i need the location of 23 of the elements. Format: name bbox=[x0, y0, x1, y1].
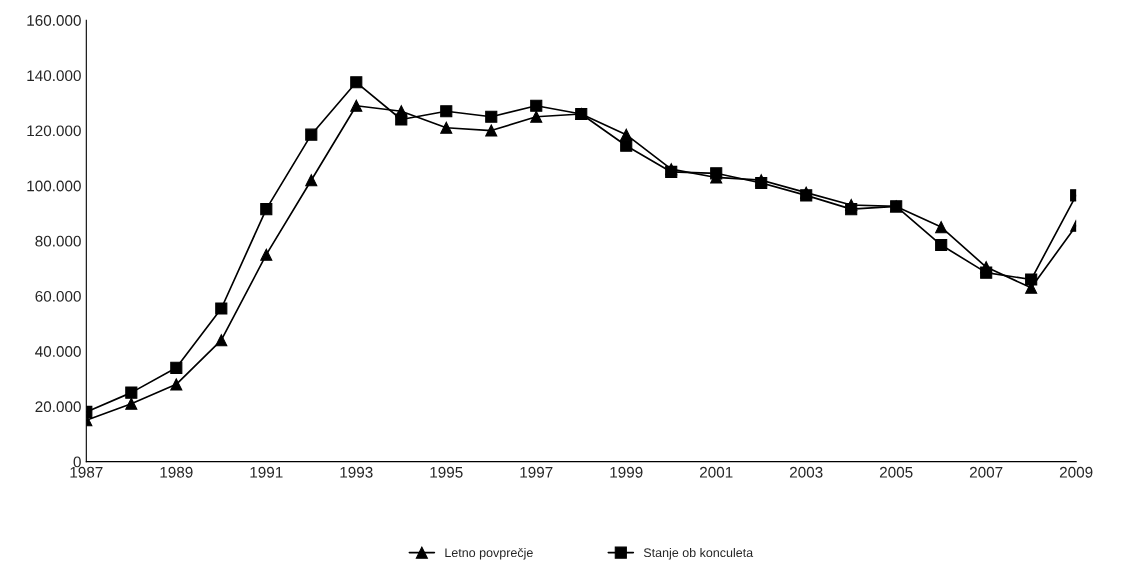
x-tick-label: 2009 bbox=[1059, 466, 1093, 478]
x-tick-label: 2001 bbox=[699, 466, 733, 478]
y-tick-label: 120.000 bbox=[27, 125, 81, 137]
y-tick-label: 140.000 bbox=[27, 70, 81, 82]
x-tick-label: 2003 bbox=[789, 466, 823, 478]
y-tick-label: 80.000 bbox=[35, 235, 81, 247]
y-tick-label: 40.000 bbox=[35, 346, 81, 357]
y-tick-label: 0 bbox=[73, 456, 81, 468]
x-tick-label: 1991 bbox=[250, 466, 283, 478]
legend-label: Letno povprečje bbox=[445, 547, 533, 560]
x-tick-label: 1995 bbox=[430, 466, 463, 478]
x-tick-label: 1999 bbox=[610, 466, 643, 478]
y-tick-label: 160.000 bbox=[27, 15, 81, 26]
legend-label: Stanje ob konculeta bbox=[643, 547, 754, 560]
y-tick-label: 100.000 bbox=[27, 180, 81, 192]
x-tick-label: 1989 bbox=[160, 466, 193, 478]
x-tick-label: 2007 bbox=[969, 466, 1003, 478]
x-tick-label: 1997 bbox=[520, 466, 553, 478]
y-tick-label: 20.000 bbox=[35, 401, 81, 413]
x-tick-label: 1987 bbox=[70, 466, 103, 478]
y-tick-label: 60.000 bbox=[35, 290, 81, 302]
x-tick-label: 1993 bbox=[340, 466, 373, 478]
x-tick-label: 2005 bbox=[879, 466, 913, 478]
